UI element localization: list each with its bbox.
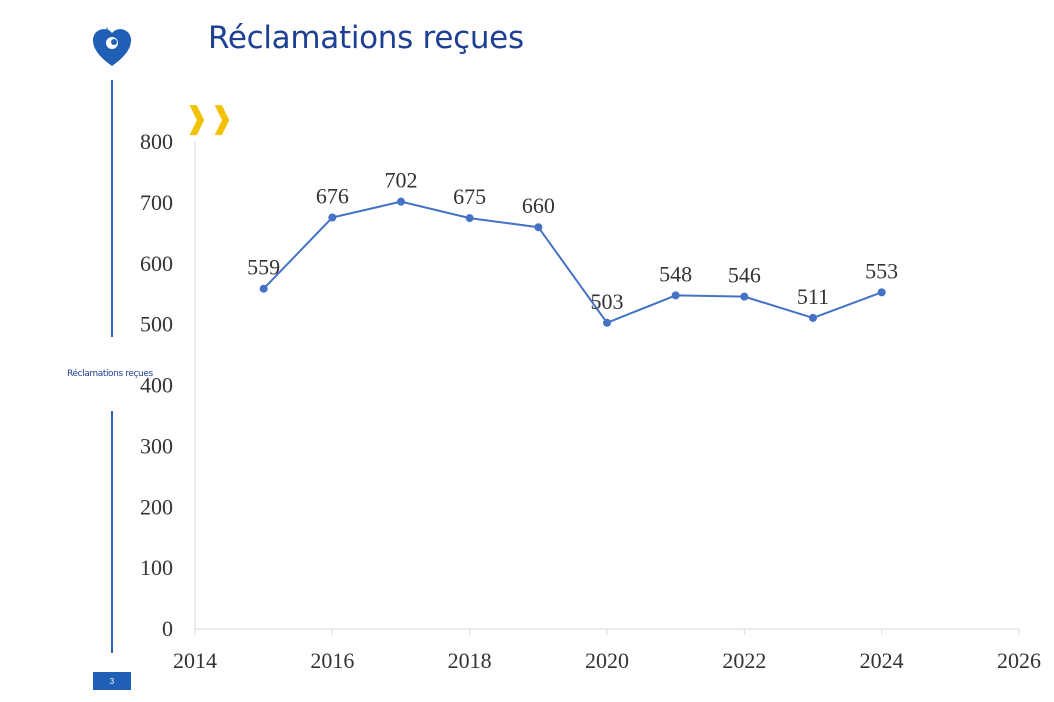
x-axis-ticks: 2014 2016 2018 2020 2022 2024 2026 bbox=[173, 629, 1041, 673]
y-axis-ticks: 0 100 200 300 400 500 600 700 800 bbox=[140, 129, 173, 641]
y-tick-label: 800 bbox=[140, 129, 173, 154]
x-tick-label: 2024 bbox=[860, 648, 904, 673]
data-label: 676 bbox=[316, 183, 349, 208]
data-point bbox=[877, 288, 886, 297]
data-point bbox=[809, 313, 817, 322]
y-tick-label: 0 bbox=[162, 616, 173, 641]
page-number: 3 bbox=[93, 672, 131, 690]
data-label: 511 bbox=[797, 284, 829, 309]
data-label: 559 bbox=[247, 255, 280, 280]
x-tick-label: 2014 bbox=[173, 648, 217, 673]
x-tick-label: 2018 bbox=[448, 648, 492, 673]
side-divider-top bbox=[111, 80, 113, 337]
logo-icon bbox=[93, 27, 131, 66]
data-label: 675 bbox=[453, 184, 486, 209]
y-tick-label: 700 bbox=[140, 190, 173, 215]
y-tick-label: 500 bbox=[140, 312, 173, 337]
data-label: 548 bbox=[659, 261, 692, 286]
data-label: 553 bbox=[865, 258, 898, 283]
x-tick-label: 2026 bbox=[997, 648, 1041, 673]
data-point bbox=[397, 197, 405, 206]
data-label: 660 bbox=[522, 193, 555, 218]
chevron-icon: ❱❱ bbox=[184, 101, 235, 136]
side-divider-bottom bbox=[111, 411, 113, 653]
data-point bbox=[259, 284, 268, 293]
side-label: Réclamations reçues bbox=[67, 369, 153, 379]
y-tick-label: 100 bbox=[140, 555, 173, 580]
y-tick-label: 200 bbox=[140, 494, 173, 519]
chart-series bbox=[259, 197, 886, 327]
data-point bbox=[740, 292, 749, 301]
data-label: 702 bbox=[385, 168, 418, 193]
x-tick-label: 2016 bbox=[310, 648, 354, 673]
data-point bbox=[534, 223, 543, 232]
data-point bbox=[328, 213, 337, 222]
page-title: Réclamations reçues bbox=[208, 20, 524, 56]
data-point bbox=[603, 318, 611, 327]
y-tick-label: 600 bbox=[140, 251, 173, 276]
x-tick-label: 2020 bbox=[585, 648, 629, 673]
data-point bbox=[671, 291, 680, 300]
series-line bbox=[262, 200, 883, 324]
data-label: 503 bbox=[591, 289, 624, 314]
data-point bbox=[465, 214, 474, 223]
data-labels: 559 676 702 675 660 503 548 546 511 553 bbox=[247, 168, 898, 314]
data-label: 546 bbox=[728, 263, 761, 288]
chart-axes bbox=[194, 142, 1019, 630]
y-tick-label: 400 bbox=[140, 373, 173, 398]
y-tick-label: 300 bbox=[140, 433, 173, 458]
x-tick-label: 2022 bbox=[722, 648, 766, 673]
